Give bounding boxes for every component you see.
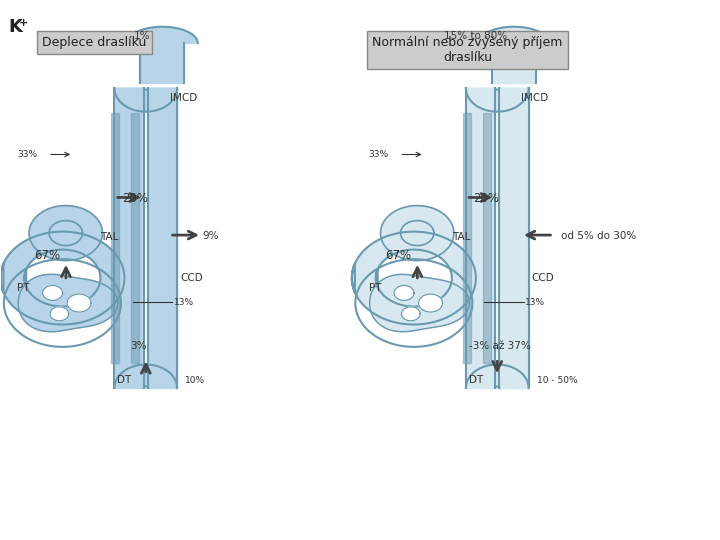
Polygon shape — [127, 27, 198, 43]
Text: Deplece draslíku: Deplece draslíku — [42, 36, 147, 49]
Text: TAL: TAL — [452, 232, 470, 242]
Text: 67%: 67% — [385, 249, 411, 262]
Text: TAL: TAL — [100, 232, 119, 242]
Text: 9%: 9% — [202, 231, 218, 241]
Text: CCD: CCD — [532, 273, 554, 283]
Polygon shape — [18, 274, 118, 332]
Polygon shape — [42, 286, 63, 300]
Polygon shape — [50, 307, 68, 321]
Polygon shape — [462, 113, 471, 363]
Polygon shape — [402, 307, 420, 321]
Text: PT: PT — [17, 284, 30, 293]
Polygon shape — [466, 88, 495, 388]
Text: 10 - 50%: 10 - 50% — [537, 376, 577, 384]
Polygon shape — [492, 43, 536, 83]
Text: IMCD: IMCD — [521, 93, 549, 103]
Text: DT: DT — [469, 375, 483, 384]
Polygon shape — [466, 88, 528, 112]
Polygon shape — [114, 88, 144, 388]
Polygon shape — [499, 88, 528, 388]
Polygon shape — [466, 364, 528, 388]
Text: PT: PT — [369, 284, 381, 293]
Polygon shape — [482, 113, 490, 363]
Polygon shape — [29, 206, 102, 261]
Text: 20%: 20% — [122, 192, 148, 205]
Text: K: K — [9, 17, 22, 36]
Text: DT: DT — [117, 375, 131, 384]
Polygon shape — [140, 43, 184, 83]
Polygon shape — [394, 286, 414, 300]
Text: 13%: 13% — [174, 298, 194, 307]
Text: 3%: 3% — [130, 341, 147, 352]
Polygon shape — [114, 88, 177, 112]
Text: -3% až 37%: -3% až 37% — [469, 341, 531, 352]
Text: 20%: 20% — [473, 192, 500, 205]
Text: 33%: 33% — [17, 150, 37, 159]
Text: IMCD: IMCD — [170, 93, 197, 103]
Polygon shape — [479, 27, 549, 43]
Polygon shape — [418, 294, 443, 312]
Polygon shape — [111, 113, 119, 363]
Polygon shape — [369, 274, 469, 332]
Text: CCD: CCD — [181, 273, 203, 283]
Text: 15% to 80%: 15% to 80% — [444, 31, 508, 41]
Text: 1%: 1% — [134, 31, 150, 41]
Polygon shape — [114, 364, 177, 388]
Text: 33%: 33% — [369, 150, 389, 159]
Text: Normální nebo zvýšený příjem
draslíku: Normální nebo zvýšený příjem draslíku — [372, 36, 563, 64]
Polygon shape — [131, 113, 139, 363]
Polygon shape — [67, 294, 91, 312]
Text: 13%: 13% — [525, 298, 545, 307]
Text: +: + — [19, 17, 29, 28]
Polygon shape — [1, 232, 125, 325]
Polygon shape — [380, 206, 454, 261]
Polygon shape — [148, 88, 177, 388]
Polygon shape — [352, 232, 476, 325]
Text: 10%: 10% — [186, 376, 205, 384]
Text: 67%: 67% — [34, 249, 60, 262]
Text: od 5% do 30%: od 5% do 30% — [561, 231, 636, 241]
